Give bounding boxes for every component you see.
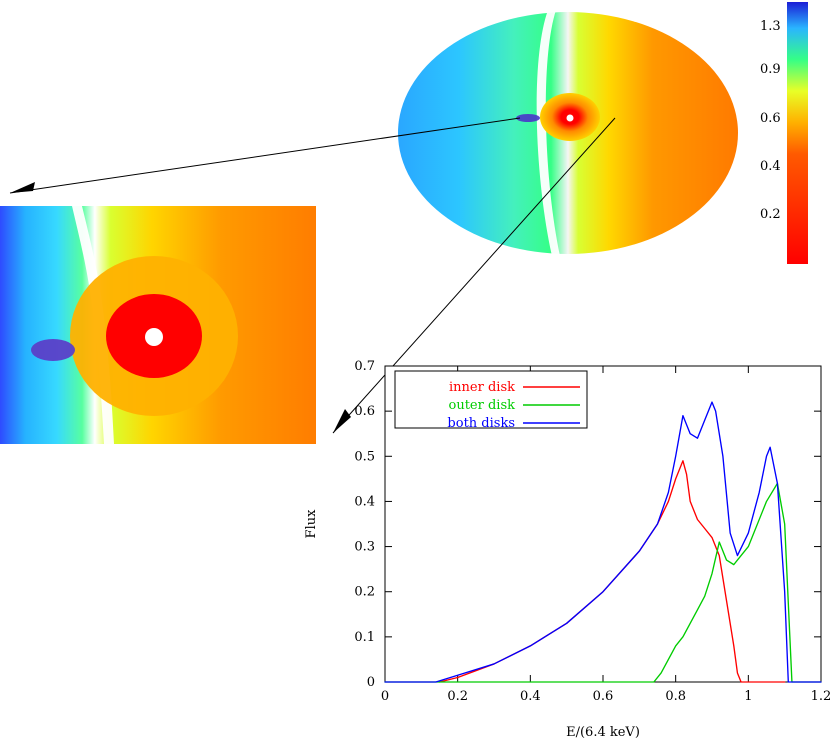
plot-group: 0 0.2 0.4 0.6 0.8 1 1.2 0 0.1 0.2 0.3 0.4 0.5 0.6 0.7 F… xyxy=(304,359,830,738)
x-tick-label: 0 xyxy=(381,689,389,704)
x-tick-label: 0.4 xyxy=(520,689,541,704)
colorbar-gradient xyxy=(787,2,808,264)
zoom-panel xyxy=(0,206,316,444)
colorbar: 1.3 0.9 0.6 0.4 0.2 xyxy=(760,2,808,264)
colorbar-label-5: 0.2 xyxy=(760,207,781,222)
arrow-to-spectrum-line xyxy=(332,117,616,434)
zoom-shadow-region xyxy=(31,339,75,361)
annotation-arrows xyxy=(9,117,616,434)
shadow-region xyxy=(516,114,540,122)
y-tick-label: 0.6 xyxy=(354,404,375,419)
y-tick-label: 0.5 xyxy=(354,449,375,464)
zoom-central-hole xyxy=(145,328,163,346)
legend-label-inner-disk: inner disk xyxy=(449,380,515,395)
x-tick-label: 1.2 xyxy=(811,689,830,704)
disk-gap-stripe xyxy=(536,10,560,256)
arrow-to-zoom-line xyxy=(9,117,521,194)
legend-label-outer-disk: outer disk xyxy=(449,398,516,413)
arrow-to-zoom-head xyxy=(10,182,35,193)
colorbar-label-3: 0.6 xyxy=(760,111,781,126)
legend-label-both-disks: both disks xyxy=(447,416,515,431)
x-axis-label: E/(6.4 keV) xyxy=(566,725,640,738)
y-tick-label: 0.7 xyxy=(354,359,375,374)
y-tick-label: 0.3 xyxy=(354,540,375,555)
colorbar-label-2: 0.9 xyxy=(760,62,781,77)
main-disk-map xyxy=(398,10,738,256)
x-tick-label: 1 xyxy=(744,689,752,704)
colorbar-label-1: 1.3 xyxy=(760,19,781,34)
y-tick-label: 0.2 xyxy=(354,585,375,600)
legend-box xyxy=(394,370,588,429)
series-line-both-disks xyxy=(384,401,822,683)
y-tick-label: 0.1 xyxy=(354,630,375,645)
y-axis-label: Flux xyxy=(304,509,319,539)
x-tick-label: 0.8 xyxy=(665,689,686,704)
y-tick-label: 0.4 xyxy=(354,494,375,509)
arrow-to-spectrum-head xyxy=(333,409,351,433)
x-tick-label: 0.6 xyxy=(593,689,614,704)
y-tick-label: 0 xyxy=(367,675,375,690)
central-hole xyxy=(566,114,574,122)
colorbar-label-4: 0.4 xyxy=(760,159,781,174)
x-tick-label: 0.2 xyxy=(447,689,468,704)
series-line-outer-disk xyxy=(384,482,822,683)
